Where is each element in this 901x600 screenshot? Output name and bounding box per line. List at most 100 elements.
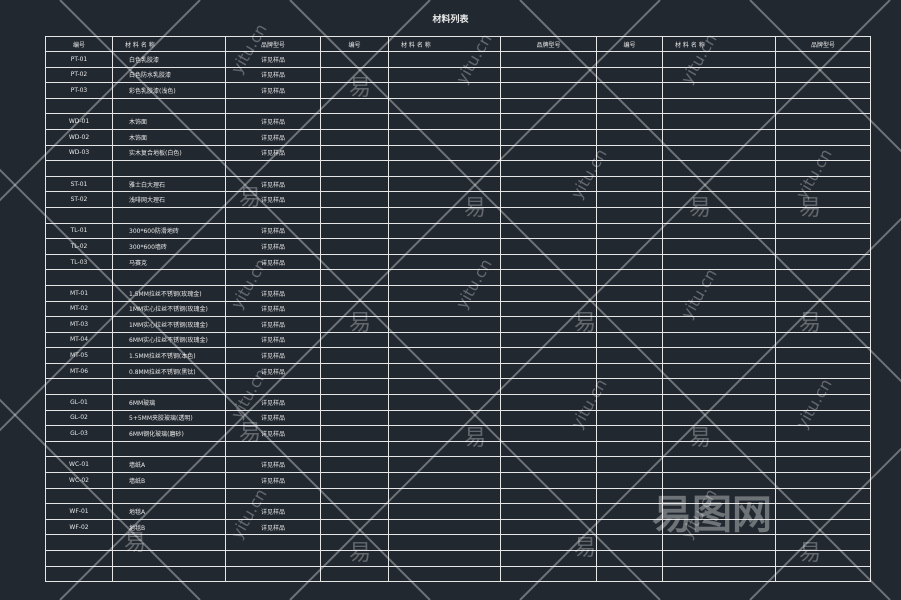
table-cell (500, 347, 597, 364)
table-cell (596, 66, 663, 84)
table-cell (320, 160, 389, 177)
column-header: 编号 (320, 36, 389, 52)
table-cell (662, 331, 776, 349)
table-cell (662, 550, 776, 567)
table-cell (388, 316, 501, 333)
table-cell: TL-02 (45, 238, 113, 255)
table-cell (112, 440, 226, 458)
table-cell (775, 518, 871, 536)
table-cell (596, 518, 663, 536)
table-cell (45, 378, 113, 396)
table-cell (775, 206, 871, 224)
table-cell: TL-03 (45, 253, 113, 271)
table-cell (320, 472, 389, 489)
table-cell: 详见样品 (225, 472, 321, 489)
material-table: 编号材 料 名 称品牌型号 编号材 料 名 称品牌型号 编号材 料 名 称品牌型号 … (45, 36, 871, 583)
column-header: 材 料 名 称 (112, 36, 226, 52)
table-cell (662, 128, 776, 146)
table-cell (775, 316, 871, 333)
table-cell (320, 51, 389, 68)
table-cell (500, 394, 597, 411)
table-cell (500, 284, 597, 302)
table-row: PT-01 白色乳胶漆 详见样品 (45, 51, 871, 68)
table-cell (500, 253, 597, 271)
table-cell (320, 316, 389, 333)
table-cell (662, 316, 776, 333)
table-row (45, 269, 871, 286)
table-cell (225, 550, 321, 567)
table-cell (662, 191, 776, 208)
table-cell (775, 128, 871, 146)
table-cell (388, 503, 501, 520)
table-cell: 详见样品 (225, 300, 321, 318)
table-cell: 详见样品 (225, 253, 321, 271)
column-header: 材 料 名 称 (388, 36, 501, 52)
table-cell: 彩色乳胶漆(浅色) (112, 82, 226, 99)
table-cell (662, 472, 776, 489)
table-cell (320, 253, 389, 271)
table-cell (596, 97, 663, 115)
table-cell (500, 51, 597, 68)
table-cell (388, 113, 501, 130)
table-cell (662, 534, 776, 551)
table-row (45, 160, 871, 177)
table-cell (662, 222, 776, 240)
table-row (45, 534, 871, 551)
table-cell: 详见样品 (225, 331, 321, 349)
table-row: GL-02 5+5MM夹胶玻璃(透明) 详见样品 (45, 409, 871, 427)
table-cell: 详见样品 (225, 316, 321, 333)
table-cell (662, 394, 776, 411)
table-cell (45, 534, 113, 551)
table-cell (388, 331, 501, 349)
table-cell (662, 409, 776, 427)
table-cell: WD-02 (45, 128, 113, 146)
table-cell (320, 206, 389, 224)
table-cell (45, 487, 113, 505)
table-cell: WC-02 (45, 472, 113, 489)
table-cell (596, 113, 663, 130)
table-cell: PT-02 (45, 66, 113, 84)
column-header: 编号 (596, 36, 663, 52)
table-cell (500, 472, 597, 489)
table-cell (500, 222, 597, 240)
table-cell (775, 97, 871, 115)
column-header: 品牌型号 (225, 36, 321, 52)
table-cell (662, 66, 776, 84)
table-row: MT-01 1.5MM拉丝不锈钢(玫瑰金) 详见样品 (45, 284, 871, 302)
table-cell (662, 144, 776, 162)
table-cell (500, 128, 597, 146)
table-cell (775, 191, 871, 208)
table-cell: 详见样品 (225, 362, 321, 380)
table-cell (320, 378, 389, 396)
table-cell (662, 206, 776, 224)
table-cell (775, 300, 871, 318)
table-cell (662, 456, 776, 474)
table-row: WC-02 墙纸B 详见样品 (45, 472, 871, 489)
table-cell (500, 503, 597, 520)
table-cell: 地毯B (112, 518, 226, 536)
table-cell (662, 487, 776, 505)
table-cell (388, 222, 501, 240)
table-cell (662, 97, 776, 115)
table-cell (775, 66, 871, 84)
table-cell (662, 362, 776, 380)
table-cell: WF-01 (45, 503, 113, 520)
table-cell (45, 565, 113, 583)
table-cell (320, 144, 389, 162)
table-cell: 详见样品 (225, 503, 321, 520)
table-cell (320, 362, 389, 380)
table-cell (500, 113, 597, 130)
table-cell: PT-03 (45, 82, 113, 99)
table-cell: 详见样品 (225, 128, 321, 146)
table-cell (596, 191, 663, 208)
table-cell (320, 82, 389, 99)
table-row (45, 97, 871, 115)
table-cell (596, 534, 663, 551)
table-cell (500, 175, 597, 193)
table-row: TL-03 马赛克 详见样品 (45, 253, 871, 271)
table-cell (775, 175, 871, 193)
table-cell (596, 425, 663, 442)
table-cell (662, 425, 776, 442)
table-cell (388, 565, 501, 583)
table-cell: 1.5MM拉丝不锈钢(玫瑰金) (112, 284, 226, 302)
